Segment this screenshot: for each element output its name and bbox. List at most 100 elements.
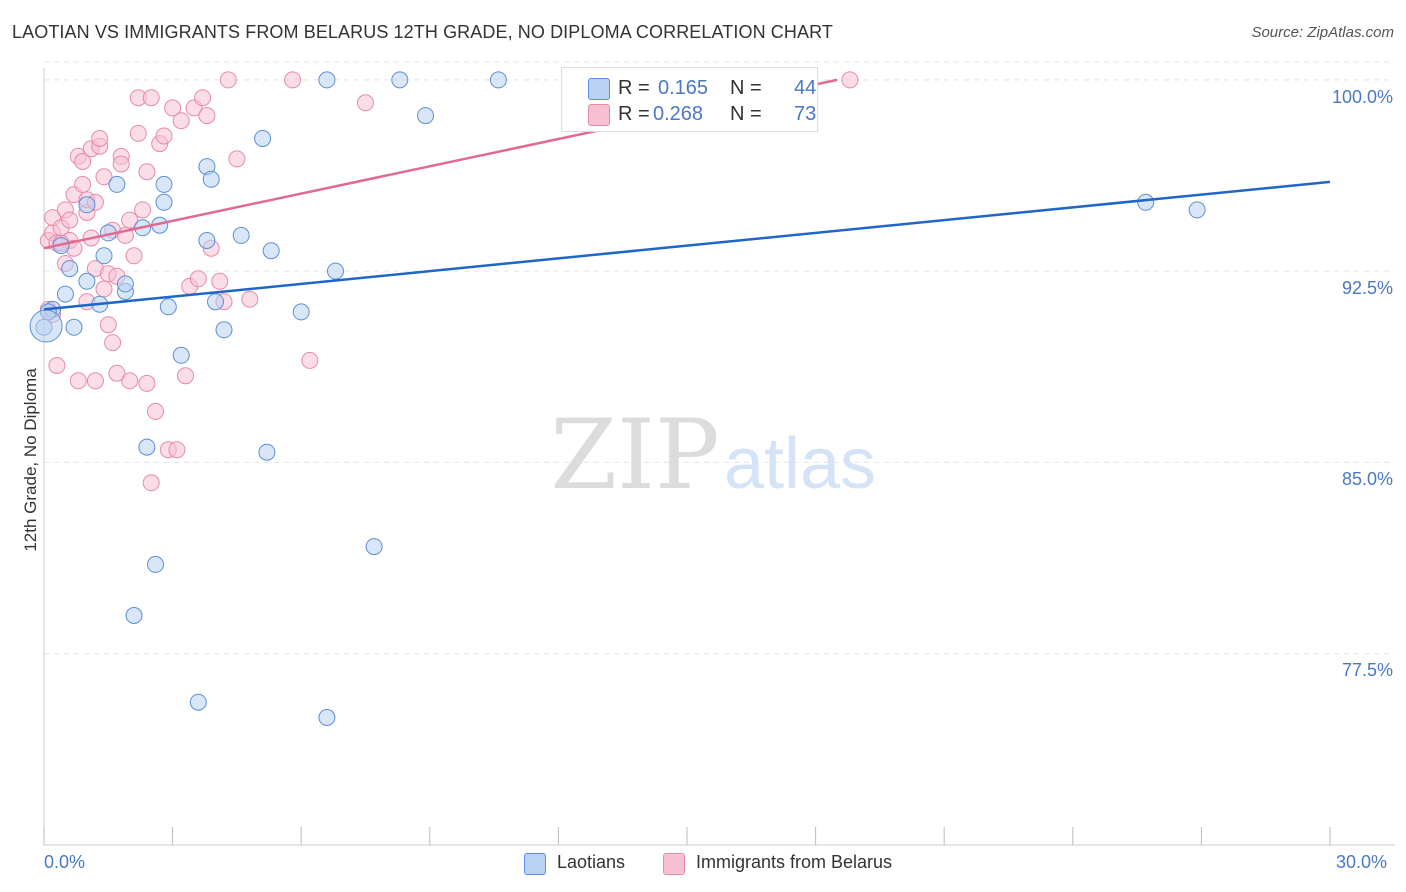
laotians-point-18 xyxy=(155,175,173,193)
laotians-point-35 xyxy=(327,262,344,280)
legend-n-value-belarus: 73 xyxy=(794,103,817,125)
belarus-point-39 xyxy=(142,89,160,107)
laotians-point-13 xyxy=(125,607,143,624)
belarus-point-59 xyxy=(841,71,859,89)
belarus-point-54 xyxy=(219,71,237,89)
correlation-legend: R = 0.165 N = 44 R = 0.268 N = 73 xyxy=(561,67,818,132)
belarus-point-34 xyxy=(129,124,147,142)
laotians-point-8 xyxy=(95,247,113,265)
laotians-point-12 xyxy=(116,275,134,293)
belarus-point-24 xyxy=(99,316,117,334)
trend-line-laotians xyxy=(43,180,1331,311)
watermark: ZIP atlas xyxy=(550,399,876,511)
belarus-point-20 xyxy=(86,372,104,390)
laotians-point-4 xyxy=(65,318,83,336)
bottom-legend-label-laotians: Laotians xyxy=(557,852,626,872)
y-axis-label: 12th Grade, No Diploma xyxy=(21,368,40,552)
laotians-point-6 xyxy=(78,196,96,214)
laotians-point-33 xyxy=(318,709,336,726)
laotians-point-16 xyxy=(147,555,164,573)
belarus-point-30 xyxy=(112,155,130,173)
y-tick-label-85: 85.0% xyxy=(1341,469,1393,489)
legend-n-label: N = xyxy=(730,103,762,125)
source-label: Source: ZipAtlas.com xyxy=(1251,24,1394,41)
watermark-zip: ZIP xyxy=(550,399,719,511)
belarus-point-63 xyxy=(108,364,126,382)
belarus-point-57 xyxy=(301,351,319,369)
belarus-point-64 xyxy=(142,474,160,492)
laotians-point-28 xyxy=(232,226,250,244)
legend-r-value-belarus: 0.268 xyxy=(653,103,704,125)
belarus-point-4 xyxy=(48,357,66,374)
laotians-point-30 xyxy=(258,443,276,461)
belarus-point-40 xyxy=(147,402,164,420)
belarus-point-23 xyxy=(95,168,113,186)
laotians-point-26 xyxy=(207,293,224,311)
laotians-cluster-point xyxy=(29,309,63,343)
laotians-point-22 xyxy=(189,693,207,711)
belarus-point-45 xyxy=(172,112,190,130)
belarus-point-56 xyxy=(284,71,302,89)
y-tick-label-77-5: 77.5% xyxy=(1341,660,1393,680)
laotians-point-32 xyxy=(292,303,310,321)
laotians-point-37 xyxy=(391,71,409,89)
belarus-point-70 xyxy=(241,290,259,308)
y-tick-label-100: 100.0% xyxy=(1331,87,1393,107)
belarus-point-49 xyxy=(194,89,212,107)
belarus-point-46 xyxy=(177,367,194,385)
x-tick-label-max: 30.0% xyxy=(1336,852,1388,872)
belarus-point-67 xyxy=(95,280,113,298)
belarus-point-37 xyxy=(138,163,156,181)
watermark-atlas: atlas xyxy=(724,424,876,504)
belarus-point-50 xyxy=(198,107,216,125)
bottom-legend-swatch-belarus xyxy=(663,853,685,875)
laotians-point-29 xyxy=(254,130,272,147)
laotians-point-34 xyxy=(318,71,336,89)
legend-r-label: R = xyxy=(618,103,650,125)
legend-swatch-belarus xyxy=(588,104,610,126)
belarus-point-68 xyxy=(121,211,139,229)
belarus-point-58 xyxy=(357,94,374,112)
laotians-point-10 xyxy=(108,175,126,193)
laotians-point-19 xyxy=(155,193,173,211)
laotians-point-38 xyxy=(417,107,434,125)
bottom-legend-label-belarus: Immigrants from Belarus xyxy=(696,852,893,872)
laotians-point-15 xyxy=(138,438,156,456)
belarus-point-52 xyxy=(211,272,229,290)
laotians-point-41 xyxy=(1188,201,1206,219)
belarus-point-69 xyxy=(189,270,207,288)
y-tick-label-92-5: 92.5% xyxy=(1341,278,1393,298)
legend-n-label: N = xyxy=(730,77,762,99)
belarus-point-33 xyxy=(125,247,143,265)
belarus-point-36 xyxy=(134,201,152,219)
chart-title: LAOTIAN VS IMMIGRANTS FROM BELARUS 12TH … xyxy=(12,22,833,42)
laotians-point-40 xyxy=(1137,193,1155,211)
belarus-point-62 xyxy=(61,211,79,229)
belarus-point-22 xyxy=(91,130,109,147)
legend-n-value-laotians: 44 xyxy=(794,77,817,99)
belarus-point-65 xyxy=(168,441,186,459)
laotians-point-20 xyxy=(159,298,177,316)
laotians-point-5 xyxy=(78,272,96,290)
belarus-point-44 xyxy=(164,99,182,117)
axis-layer xyxy=(43,68,1395,846)
belarus-point-11 xyxy=(69,372,87,390)
belarus-point-66 xyxy=(74,175,92,193)
x-tick-label-min: 0.0% xyxy=(44,852,86,872)
laotians-point-31 xyxy=(262,242,280,260)
legend-swatch-laotians xyxy=(588,78,610,100)
belarus-point-38 xyxy=(138,374,156,392)
grid-layer xyxy=(44,61,1395,655)
belarus-point-26 xyxy=(104,334,122,352)
laotians-point-39 xyxy=(489,71,507,89)
legend-r-value-laotians: 0.165 xyxy=(658,77,709,99)
belarus-point-32 xyxy=(121,372,139,390)
belarus-point-42 xyxy=(155,127,173,145)
laotians-point-23 xyxy=(198,232,216,249)
laotians-point-27 xyxy=(215,321,233,339)
legend-r-label: R = xyxy=(618,77,650,99)
bottom-legend-swatch-laotians xyxy=(524,853,546,875)
belarus-point-55 xyxy=(228,150,246,168)
laotians-point-2 xyxy=(56,285,74,303)
